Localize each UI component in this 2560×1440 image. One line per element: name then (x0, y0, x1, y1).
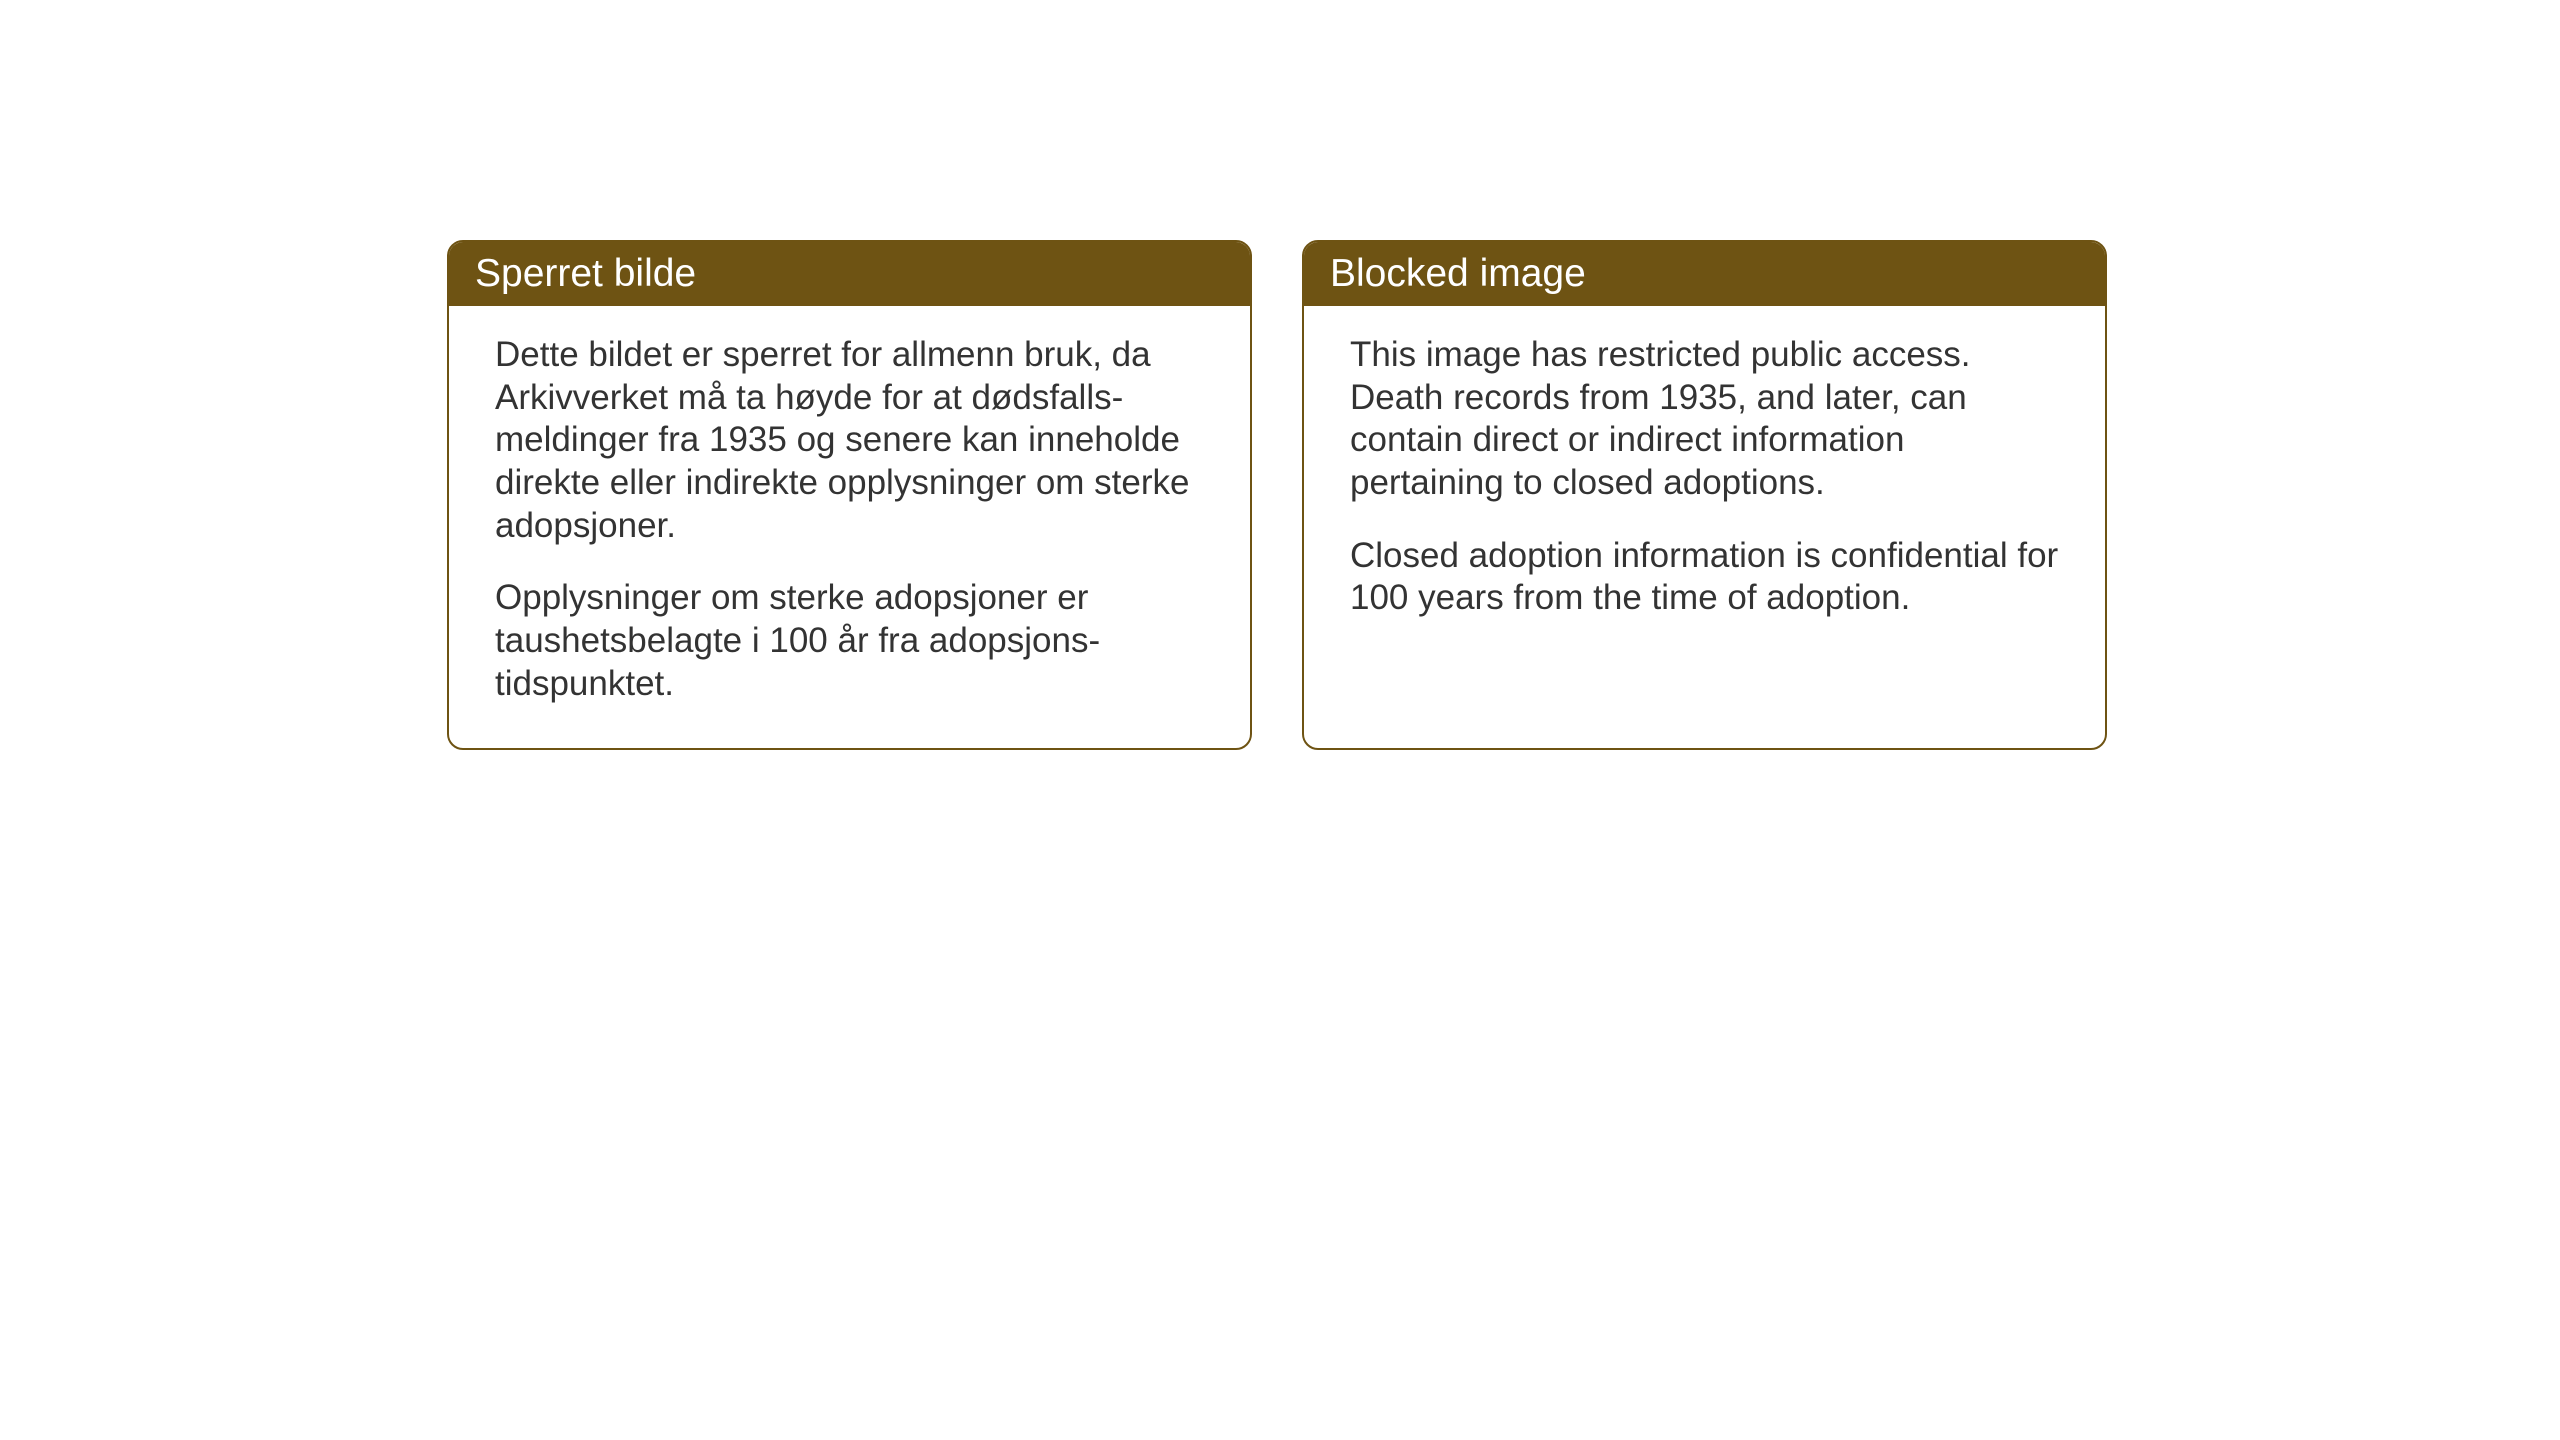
card-header-norwegian: Sperret bilde (449, 242, 1250, 306)
card-header-english: Blocked image (1304, 242, 2105, 306)
card-body-norwegian: Dette bildet er sperret for allmenn bruk… (449, 306, 1250, 748)
card-paragraph-2: Closed adoption information is confident… (1350, 535, 2059, 620)
card-paragraph-1: This image has restricted public access.… (1350, 334, 2059, 505)
notice-cards-container: Sperret bilde Dette bildet er sperret fo… (447, 240, 2107, 750)
card-paragraph-2: Opplysninger om sterke adopsjoner er tau… (495, 577, 1204, 705)
card-title: Blocked image (1330, 252, 1586, 295)
card-body-english: This image has restricted public access.… (1304, 306, 2105, 662)
card-paragraph-1: Dette bildet er sperret for allmenn bruk… (495, 334, 1204, 547)
notice-card-norwegian: Sperret bilde Dette bildet er sperret fo… (447, 240, 1252, 750)
notice-card-english: Blocked image This image has restricted … (1302, 240, 2107, 750)
card-title: Sperret bilde (475, 252, 696, 295)
